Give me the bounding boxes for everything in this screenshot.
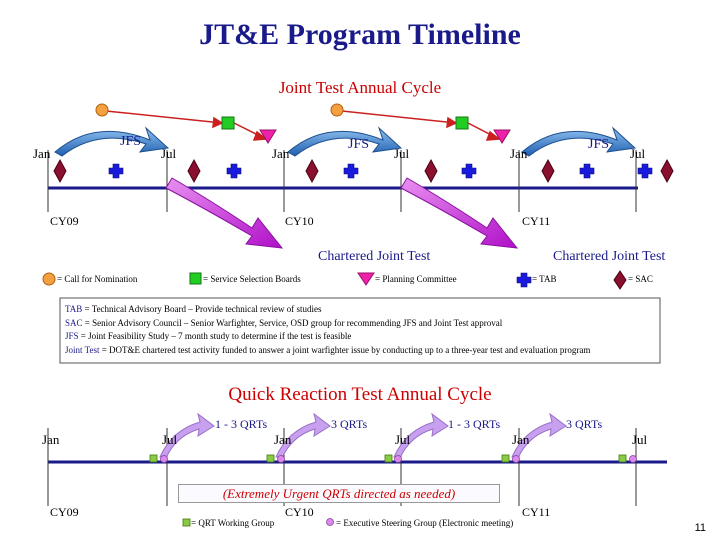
definitions-box [59,297,661,364]
jfs-label: JFS [348,137,370,152]
legend-executive-steering-group: = Executive Steering Group (Electronic m… [336,518,514,528]
legend-selection: = Service Selection Boards [203,274,301,284]
definition-text: = Senior Advisory Council – Senior Warfi… [82,317,503,328]
legend-sac: = SAC [628,274,653,284]
esg-markers [160,455,637,463]
definition-term: TAB [65,304,83,314]
planning-committee-marker [493,129,511,144]
definition-term: JFS [65,331,79,341]
month-label: Jan [272,146,290,161]
jfs-arrow-2 [287,126,403,157]
qrt-count-label: 1 - 3 QRTs [448,417,501,431]
month-label: Jan [512,432,530,447]
definition-row: SAC = Senior Advisory Council – Senior W… [65,317,665,331]
legend-planning-icon [357,272,375,286]
legend-qrt-working-group: = QRT Working Group [191,518,275,528]
definitions-list: TAB = Technical Advisory Board – Provide… [65,303,665,357]
legend-qwg-icon [182,518,191,527]
definition-term: Joint Test [65,344,100,355]
year-label: CY09 [50,505,79,519]
call-for-nomination-marker [95,103,109,117]
month-label: Jul [630,146,646,161]
definition-row: Joint Test = DOT&E chartered test activi… [65,344,665,358]
selection-board-marker [221,116,235,130]
call-for-nomination-marker [330,103,344,117]
year-label: CY10 [285,214,314,228]
definition-text: = Joint Feasibility Study – 7 month stud… [78,331,352,341]
qrt-count-label: 3 QRTs [331,417,368,431]
top-timeline-ticks [47,150,637,212]
month-label: Jul [394,146,410,161]
qrt-count-label: 3 QRTs [566,417,603,431]
qrt-arrows [159,412,567,459]
chartered-joint-test-label: Chartered Joint Test [318,249,431,264]
page-number: 11 [694,522,706,534]
legend-esg-icon [326,518,334,526]
tab-markers [108,163,653,179]
month-label: Jan [510,146,528,161]
legend-nomination: = Call for Nomination [57,274,138,284]
qrt-count-label: 1 - 3 QRTs [215,417,268,431]
selection-board-marker [455,116,469,130]
month-label: Jan [42,432,60,447]
legend-tab-icon [516,272,532,288]
urgent-qrt-note: (Extremely Urgent QRTs directed as neede… [178,484,500,503]
definition-term: SAC [65,317,83,328]
definition-row: JFS = Joint Feasibility Study – 7 month … [65,330,665,344]
legend-selection-icon [189,272,202,285]
qrt-working-group-markers [149,454,627,463]
definition-row: TAB = Technical Advisory Board – Provide… [65,303,665,317]
planning-committee-marker [259,129,277,144]
jfs-arrow-1 [54,126,170,157]
jfs-arrow-3 [521,126,637,157]
chartered-joint-test-label: Chartered Joint Test [553,249,666,264]
charter-arrow-1 [165,177,284,249]
month-label: Jan [33,146,51,161]
page-title: JT&E Program Timeline [199,18,521,51]
definition-text: = Technical Advisory Board – Provide tec… [82,304,322,314]
nomination-flow-arrows [105,110,501,141]
definition-text: = DOT&E chartered test activity funded t… [99,344,591,355]
legend-planning: = Planning Committee [375,274,457,284]
month-label: Jul [161,146,177,161]
year-label: CY11 [522,505,551,519]
jfs-label: JFS [588,137,610,152]
month-label: Jul [632,432,648,447]
legend-sac-icon [613,270,627,290]
month-label: Jul [395,432,411,447]
month-label: Jul [162,432,178,447]
quick-reaction-cycle-heading: Quick Reaction Test Annual Cycle [228,384,492,405]
charter-arrow-2 [400,177,519,249]
legend-nomination-icon [42,272,56,286]
legend-tab: = TAB [532,274,557,284]
year-label: CY09 [50,214,79,228]
year-label: CY11 [522,214,551,228]
sac-markers [53,158,674,184]
month-label: Jan [274,432,292,447]
joint-test-cycle-heading: Joint Test Annual Cycle [278,78,442,97]
jfs-label: JFS [120,134,142,149]
year-label: CY10 [285,505,314,519]
